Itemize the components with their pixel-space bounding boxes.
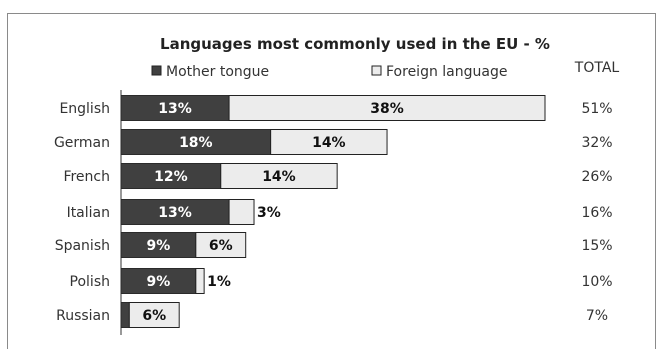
bar-foreign-language-spanish: [195, 232, 247, 258]
bar-mother-tongue-russian: [120, 302, 130, 328]
bar-mother-tongue-german: [120, 129, 272, 155]
bar-foreign-language-polish: [195, 268, 205, 294]
category-label-french: French: [63, 169, 110, 185]
data-label-mother-tongue-italian: 13%: [158, 205, 192, 221]
data-label-mother-tongue-german: 18%: [179, 135, 213, 151]
legend-label-mother-tongue: Mother tongue: [166, 64, 269, 80]
total-value-german: 32%: [581, 135, 612, 151]
chart-title: Languages most commonly used in the EU -…: [160, 35, 550, 53]
data-label-foreign-language-italian: 3%: [257, 205, 281, 221]
data-label-foreign-language-german: 14%: [312, 135, 346, 151]
chart-frame: [7, 13, 656, 349]
bar-mother-tongue-spanish: [120, 232, 197, 258]
category-label-russian: Russian: [56, 308, 110, 324]
data-label-mother-tongue-english: 13%: [158, 101, 192, 117]
category-label-german: German: [54, 135, 110, 151]
total-value-english: 51%: [581, 101, 612, 117]
bar-foreign-language-russian: [128, 302, 180, 328]
total-value-italian: 16%: [581, 205, 612, 221]
bar-mother-tongue-polish: [120, 268, 197, 294]
bar-foreign-language-italian: [228, 199, 255, 225]
bar-foreign-language-german: [270, 129, 388, 155]
total-value-russian: 7%: [586, 308, 608, 324]
data-label-mother-tongue-french: 12%: [154, 169, 188, 185]
category-label-english: English: [59, 101, 110, 117]
total-value-spanish: 15%: [581, 238, 612, 254]
data-label-mother-tongue-spanish: 9%: [147, 238, 171, 254]
total-header: TOTAL: [574, 60, 620, 76]
bar-group: English 13% 38% 51% German 18% 14% 32% French 12%…: [54, 95, 613, 328]
data-label-foreign-language-french: 14%: [262, 169, 296, 185]
data-label-mother-tongue-polish: 9%: [147, 274, 171, 290]
bar-mother-tongue-italian: [120, 199, 230, 225]
data-label-foreign-language-polish: 1%: [207, 274, 231, 290]
total-value-polish: 10%: [581, 274, 612, 290]
category-label-spanish: Spanish: [55, 238, 110, 254]
bar-foreign-language-english: [228, 95, 546, 121]
data-label-foreign-language-spanish: 6%: [209, 238, 233, 254]
legend-swatch-mother-tongue: [151, 65, 162, 76]
legend-label-foreign-language: Foreign language: [386, 64, 507, 80]
total-value-french: 26%: [581, 169, 612, 185]
bar-foreign-language-french: [220, 163, 338, 189]
category-label-italian: Italian: [67, 205, 110, 221]
category-label-polish: Polish: [70, 274, 110, 290]
data-label-foreign-language-english: 38%: [370, 101, 404, 117]
legend-swatch-foreign-language: [371, 65, 382, 76]
data-label-foreign-language-russian: 6%: [142, 308, 166, 324]
